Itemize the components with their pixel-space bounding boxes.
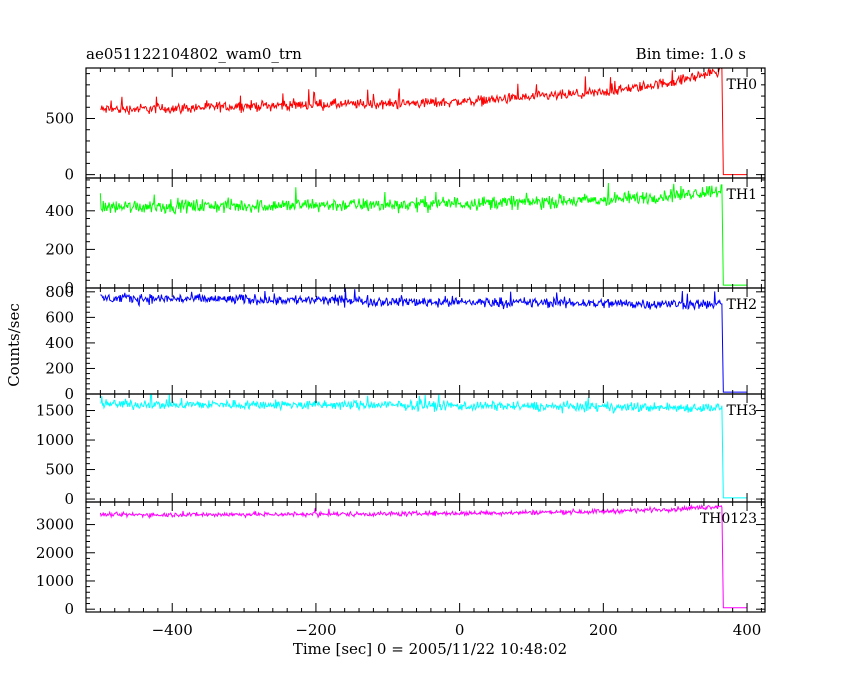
y-tick-label: 0 bbox=[64, 166, 74, 184]
series-line-th1 bbox=[99, 183, 748, 286]
x-axis: −400 −200 0 200 400 bbox=[152, 621, 762, 639]
y-tick-label: 0 bbox=[64, 600, 74, 618]
y-tick-label: 800 bbox=[45, 283, 74, 301]
y-tick-label: 1000 bbox=[36, 431, 74, 449]
y-tick-label: 0 bbox=[64, 385, 74, 403]
panels-group: 0 500 TH0 0 200 400 TH1 0 200 400 600 800 TH2 0 500 100… bbox=[36, 66, 766, 618]
series-line-th0123 bbox=[99, 503, 748, 609]
chart-title: ae051122104802_wam0_trn bbox=[86, 45, 302, 63]
y-tick-label: 200 bbox=[45, 240, 74, 258]
y-tick-label: 200 bbox=[45, 359, 74, 377]
y-tick-label: 1500 bbox=[36, 402, 74, 420]
panel-th0: 0 500 TH0 bbox=[45, 66, 766, 184]
panel-label-th0: TH0 bbox=[727, 77, 757, 93]
panel-label-th3: TH3 bbox=[727, 403, 757, 419]
panel-frame bbox=[85, 177, 766, 289]
bin-time-label: Bin time: 1.0 s bbox=[636, 45, 746, 63]
panel-label-th1: TH1 bbox=[727, 187, 757, 203]
panel-th3: 0 500 1000 1500 TH3 bbox=[36, 393, 766, 508]
panel-label-th2: TH2 bbox=[727, 297, 757, 313]
panel-label-th0123: TH0123 bbox=[700, 511, 757, 527]
y-tick-label: 1000 bbox=[36, 572, 74, 590]
y-tick-label: 500 bbox=[45, 110, 74, 128]
y-axis-title: Counts/sec bbox=[5, 303, 23, 387]
y-tick-label: 0 bbox=[64, 279, 74, 297]
series-line-th2 bbox=[100, 287, 748, 393]
x-tick-label: −400 bbox=[152, 621, 193, 639]
panel-frame bbox=[85, 501, 766, 613]
y-tick-label: 400 bbox=[45, 202, 74, 220]
panel-th0123: 0 1000 2000 3000 TH0123 bbox=[36, 501, 766, 618]
panel-frame bbox=[85, 393, 766, 503]
y-tick-label: 3000 bbox=[36, 516, 74, 534]
y-tick-label: 2000 bbox=[36, 544, 74, 562]
y-tick-label: 500 bbox=[45, 461, 74, 479]
panel-th1: 0 200 400 TH1 bbox=[45, 177, 766, 297]
y-tick-label: 400 bbox=[45, 334, 74, 352]
x-axis-title: Time [sec] 0 = 2005/11/22 10:48:02 bbox=[293, 640, 567, 658]
x-tick-label: 200 bbox=[589, 621, 618, 639]
panel-th2: 0 200 400 600 800 TH2 bbox=[45, 283, 766, 403]
y-tick-label: 0 bbox=[64, 490, 74, 508]
x-tick-label: −200 bbox=[295, 621, 336, 639]
series-line-th0 bbox=[100, 66, 748, 176]
y-tick-label: 600 bbox=[45, 308, 74, 326]
series-line-th3 bbox=[100, 393, 748, 499]
x-tick-label: 0 bbox=[455, 621, 465, 639]
x-tick-label: 400 bbox=[733, 621, 762, 639]
